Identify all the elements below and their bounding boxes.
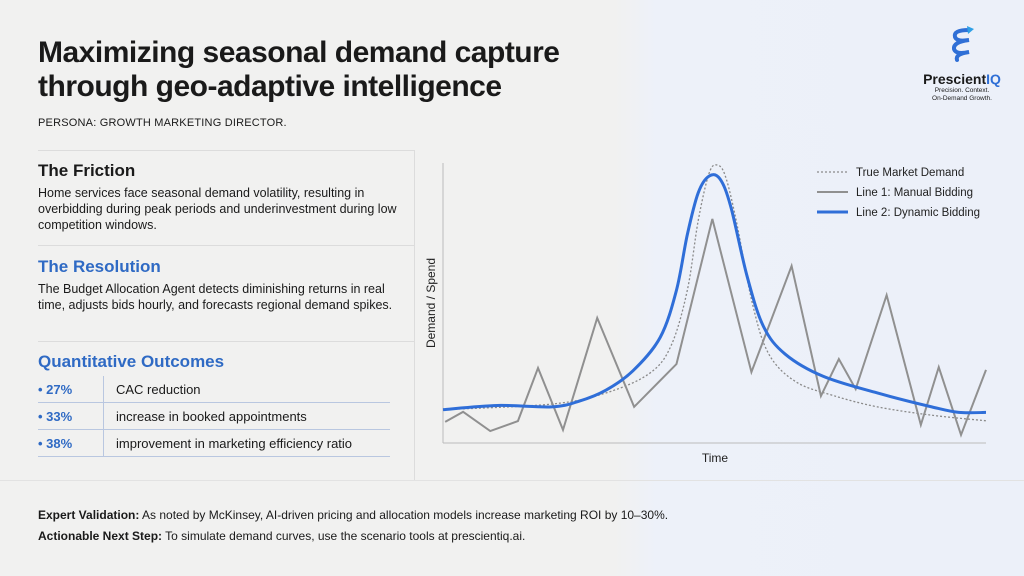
series-line-3 <box>442 173 987 415</box>
series-line-1 <box>442 164 987 422</box>
outcome-text: CAC reduction <box>116 381 201 397</box>
friction-section: The Friction Home services face seasonal… <box>38 161 398 233</box>
divider <box>414 150 415 480</box>
outcomes-table: • 27% CAC reduction • 33% increase in book… <box>38 376 390 457</box>
logo: PrescientIQ Precision. Context. On-Deman… <box>912 24 1012 103</box>
title-line-1: Maximizing seasonal demand capture <box>38 36 560 69</box>
persona-label: PERSONA: GROWTH MARKETING DIRECTOR. <box>38 117 287 129</box>
friction-body: Home services face seasonal demand volat… <box>38 186 397 232</box>
divider <box>38 245 414 246</box>
outcome-row: • 38% improvement in marketing efficiency… <box>38 430 390 457</box>
outcome-pct: • 38% <box>38 430 104 456</box>
expert-validation: Expert Validation: As noted by McKinsey,… <box>38 508 669 522</box>
title-line-2: through geo-adaptive intelligence <box>38 70 502 103</box>
outcome-text: improvement in marketing efficiency rati… <box>116 435 353 451</box>
resolution-heading: The Resolution <box>38 257 161 276</box>
legend-label: True Market Demand <box>856 167 964 179</box>
outcomes-heading-wrap: Quantitative Outcomes <box>38 352 398 376</box>
divider <box>38 150 414 151</box>
logo-name: PrescientIQ <box>923 71 1001 87</box>
page-title: Maximizing seasonal demand capture throug… <box>38 36 638 104</box>
series-line-2 <box>444 218 987 438</box>
friction-heading: The Friction <box>38 161 136 180</box>
outcomes-heading: Quantitative Outcomes <box>38 352 225 371</box>
resolution-section: The Resolution The Budget Allocation Age… <box>38 257 398 313</box>
outcome-text: increase in booked appointments <box>116 408 307 424</box>
outcome-pct: • 27% <box>38 376 104 402</box>
logo-tagline-2: On-Demand Growth. <box>932 95 992 102</box>
outcome-pct: • 33% <box>38 403 104 429</box>
outcome-row: • 33% increase in booked appointments <box>38 403 390 430</box>
divider <box>38 341 414 342</box>
resolution-body: The Budget Allocation Agent detects dimi… <box>38 282 393 312</box>
next-step: Actionable Next Step: To simulate demand… <box>38 529 526 543</box>
footer: Expert Validation: As noted by McKinsey,… <box>38 505 668 547</box>
outcome-row: • 27% CAC reduction <box>38 376 390 403</box>
spiral-logo-icon <box>951 26 974 62</box>
y-axis-label: Demand / Spend <box>424 258 438 348</box>
x-axis-label: Time <box>702 451 729 465</box>
legend-label: Line 2: Dynamic Bidding <box>856 207 980 219</box>
divider <box>0 480 1024 481</box>
legend-label: Line 1: Manual Bidding <box>856 187 973 199</box>
logo-tagline: Precision. Context. <box>934 87 990 94</box>
